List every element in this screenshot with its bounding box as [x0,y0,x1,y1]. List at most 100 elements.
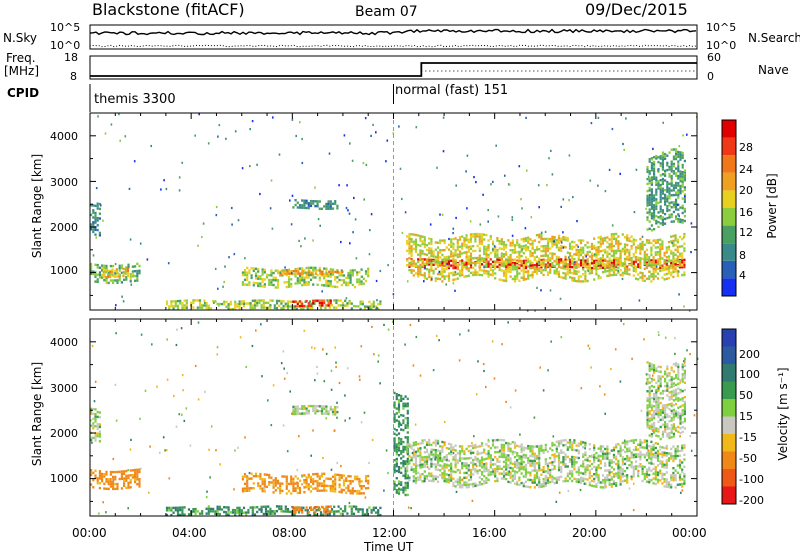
heat-cell [654,478,657,481]
heat-cell [540,271,543,274]
heat-cell [661,451,664,454]
heat-cell [659,217,662,220]
heat-cell [397,437,401,440]
heat-cell [655,183,658,187]
heat-cell [367,270,370,273]
heat-cell [251,306,254,310]
heat-cell [406,419,409,422]
heat-noise-cell [225,137,227,140]
heat-noise-cell [139,242,142,245]
heat-cell [393,459,396,462]
heat-cell [582,477,585,480]
heat-cell [318,200,321,203]
heat-cell [650,166,653,170]
heat-cell [498,460,501,463]
heat-cell [325,489,328,492]
heat-cell [463,452,466,455]
heat-cell [606,245,609,249]
heat-cell [467,466,470,470]
heat-cell [522,460,525,464]
heat-cell [634,446,638,449]
heat-cell [568,258,572,261]
heat-cell [423,439,426,442]
heat-cell [577,442,580,445]
heat-cell [406,481,409,485]
heat-cell [575,449,578,452]
heat-cell [599,242,602,246]
heat-cell [571,247,574,251]
heat-cell [634,239,638,242]
heat-cell [447,473,451,477]
heat-cell [494,475,497,478]
heat-cell [406,436,409,439]
heat-cell [421,439,424,442]
heat-cell [533,464,536,467]
heat-cell [661,240,664,243]
heat-cell [251,304,254,307]
heat-cell [443,260,446,264]
heat-cell [659,200,662,203]
heat-noise-cell [95,236,97,239]
heat-cell [319,272,322,276]
heat-cell [664,174,667,177]
heat-cell [412,453,415,456]
heat-cell [573,269,576,273]
heat-cell [681,485,684,488]
heat-cell [674,248,677,252]
heat-cell [101,269,104,272]
heat-cell [672,476,675,479]
heat-cell [648,186,651,190]
heat-cell [586,459,589,462]
heat-cell [502,455,506,459]
heat-cell [648,208,651,211]
heat-cell [522,266,525,269]
heat-cell [641,272,644,275]
heat-cell [340,279,343,282]
heat-cell [329,405,332,409]
heat-cell [657,182,660,185]
heat-cell [395,429,398,432]
heat-cell [406,426,409,429]
heat-cell [246,487,249,490]
heat-cell [249,304,252,307]
heat-cell [307,266,310,269]
heat-cell [641,472,644,475]
heat-cell [296,201,299,204]
heat-cell [500,477,503,480]
heat-cell [527,241,530,244]
heat-cell [417,478,420,482]
heat-cell [667,240,671,244]
heat-cell [174,300,177,303]
heat-cell [463,457,466,460]
heat-cell [571,441,574,444]
heat-cell [595,468,598,472]
heat-cell [646,361,649,364]
heat-cell [505,277,508,280]
heat-noise-cell [492,248,494,251]
heat-cell [305,199,308,202]
heat-cell [419,270,422,274]
heat-cell [254,282,258,285]
heat-cell [529,445,532,448]
heat-cell [314,272,318,275]
heat-cell [637,246,640,250]
heat-noise-cell [649,193,651,197]
heat-cell [414,250,418,253]
heat-cell [678,235,682,239]
heat-cell [533,251,536,254]
heat-cell [331,485,335,488]
heat-noise-cell [376,306,378,309]
heat-cell [524,266,528,270]
heat-cell [458,471,462,474]
heat-cell [531,242,534,245]
heat-cell [632,465,635,468]
heat-cell [568,446,572,449]
heat-cell [402,407,405,410]
heat-cell [518,445,521,448]
heat-cell [458,476,462,479]
heat-cell [667,483,671,486]
heat-cell [231,508,235,512]
heat-cell [393,463,396,467]
heat-cell [425,253,429,256]
heat-cell [522,276,525,279]
